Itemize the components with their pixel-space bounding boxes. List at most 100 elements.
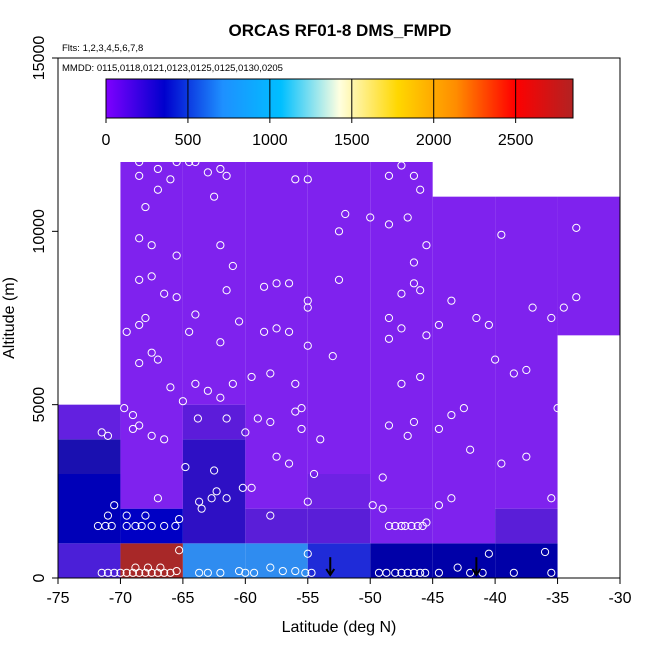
data-point [222, 414, 231, 423]
data-point [166, 383, 175, 392]
data-point [413, 521, 422, 531]
data-point [185, 327, 194, 336]
data-point [397, 521, 406, 531]
data-point [447, 296, 456, 305]
data-point [291, 175, 300, 184]
colorbar-tick-label: 1000 [252, 132, 288, 149]
flights-text: Flts: 1,2,3,4,5,6,7,8 [62, 43, 143, 54]
data-point [309, 469, 319, 479]
data-point [403, 213, 412, 222]
data-point [147, 241, 156, 250]
data-point [135, 171, 144, 180]
data-point [107, 521, 116, 531]
data-point [153, 494, 163, 503]
data-point [266, 511, 275, 520]
data-point [509, 369, 518, 378]
x-axis: -75 -70 -65 -60 -55 -50 -45 -40 -35 -30 [46, 578, 632, 607]
data-point [316, 435, 325, 444]
data-point [397, 161, 406, 170]
data-point [241, 568, 250, 577]
data-point [141, 313, 150, 323]
data-point [141, 202, 150, 212]
data-point [334, 227, 344, 236]
data-point [160, 435, 169, 444]
y-tick-label: 0 [31, 573, 48, 582]
data-point [135, 320, 144, 330]
data-point [401, 521, 410, 531]
y-axis-label: Altitude (m) [1, 277, 18, 359]
data-point [509, 568, 518, 577]
data-point [278, 566, 287, 576]
data-point [141, 568, 150, 577]
heatmap-cell [182, 543, 246, 578]
data-point [172, 157, 181, 167]
data-point [291, 566, 300, 576]
data-point [216, 568, 225, 577]
data-point [131, 563, 140, 572]
data-point [166, 175, 175, 184]
data-point [284, 327, 294, 336]
data-point [135, 234, 144, 243]
data-point [384, 313, 394, 323]
data-point [497, 230, 506, 239]
data-point [528, 303, 537, 312]
data-point [131, 521, 140, 531]
data-point [212, 487, 221, 496]
x-tick-label: -70 [109, 590, 132, 607]
data-point [307, 568, 316, 577]
data-point [153, 185, 163, 194]
x-tick-label: -55 [296, 590, 319, 607]
data-point [434, 501, 444, 510]
data-point [135, 275, 144, 284]
data-point [178, 397, 187, 406]
x-tick-label: -35 [546, 590, 569, 607]
data-point [303, 296, 312, 305]
data-point [384, 521, 394, 531]
heatmap-cell [307, 162, 371, 474]
data-point [434, 320, 444, 330]
data-point [172, 251, 181, 260]
data-point [378, 504, 387, 513]
heatmap-cell [307, 474, 371, 509]
data-point [101, 521, 110, 531]
heatmap-cell [432, 196, 496, 544]
down-arrow-icon [325, 557, 336, 577]
data-point [522, 365, 531, 375]
heatmap-cell [182, 162, 246, 405]
data-point [216, 164, 225, 174]
data-point [97, 568, 106, 577]
data-point [128, 424, 138, 434]
x-tick-label: -50 [359, 590, 382, 607]
data-point [191, 379, 200, 388]
data-point [272, 279, 281, 288]
data-point [522, 452, 531, 461]
data-point [228, 261, 237, 271]
data-point [447, 410, 456, 420]
data-point [328, 352, 337, 361]
data-point [128, 410, 138, 420]
data-point [497, 459, 506, 468]
data-point [259, 282, 269, 291]
heatmap-cell [370, 162, 433, 509]
heatmap-cell [58, 404, 121, 440]
data-point [253, 414, 262, 423]
data-point [135, 157, 144, 167]
data-point [434, 424, 444, 434]
data-point [384, 334, 394, 343]
data-point [422, 331, 431, 340]
data-point [409, 258, 419, 267]
data-point [384, 171, 394, 180]
data-point [453, 563, 462, 572]
data-point [103, 511, 113, 520]
heatmap-cell [495, 508, 558, 544]
colorbar-tick-label: 500 [175, 132, 202, 149]
data-point [228, 379, 237, 388]
data-point [197, 504, 206, 513]
data-point [141, 511, 150, 520]
data-point [416, 286, 425, 295]
data-point [397, 289, 406, 298]
data-point [241, 428, 250, 437]
heatmap-cell [370, 543, 433, 578]
data-point [153, 568, 163, 577]
